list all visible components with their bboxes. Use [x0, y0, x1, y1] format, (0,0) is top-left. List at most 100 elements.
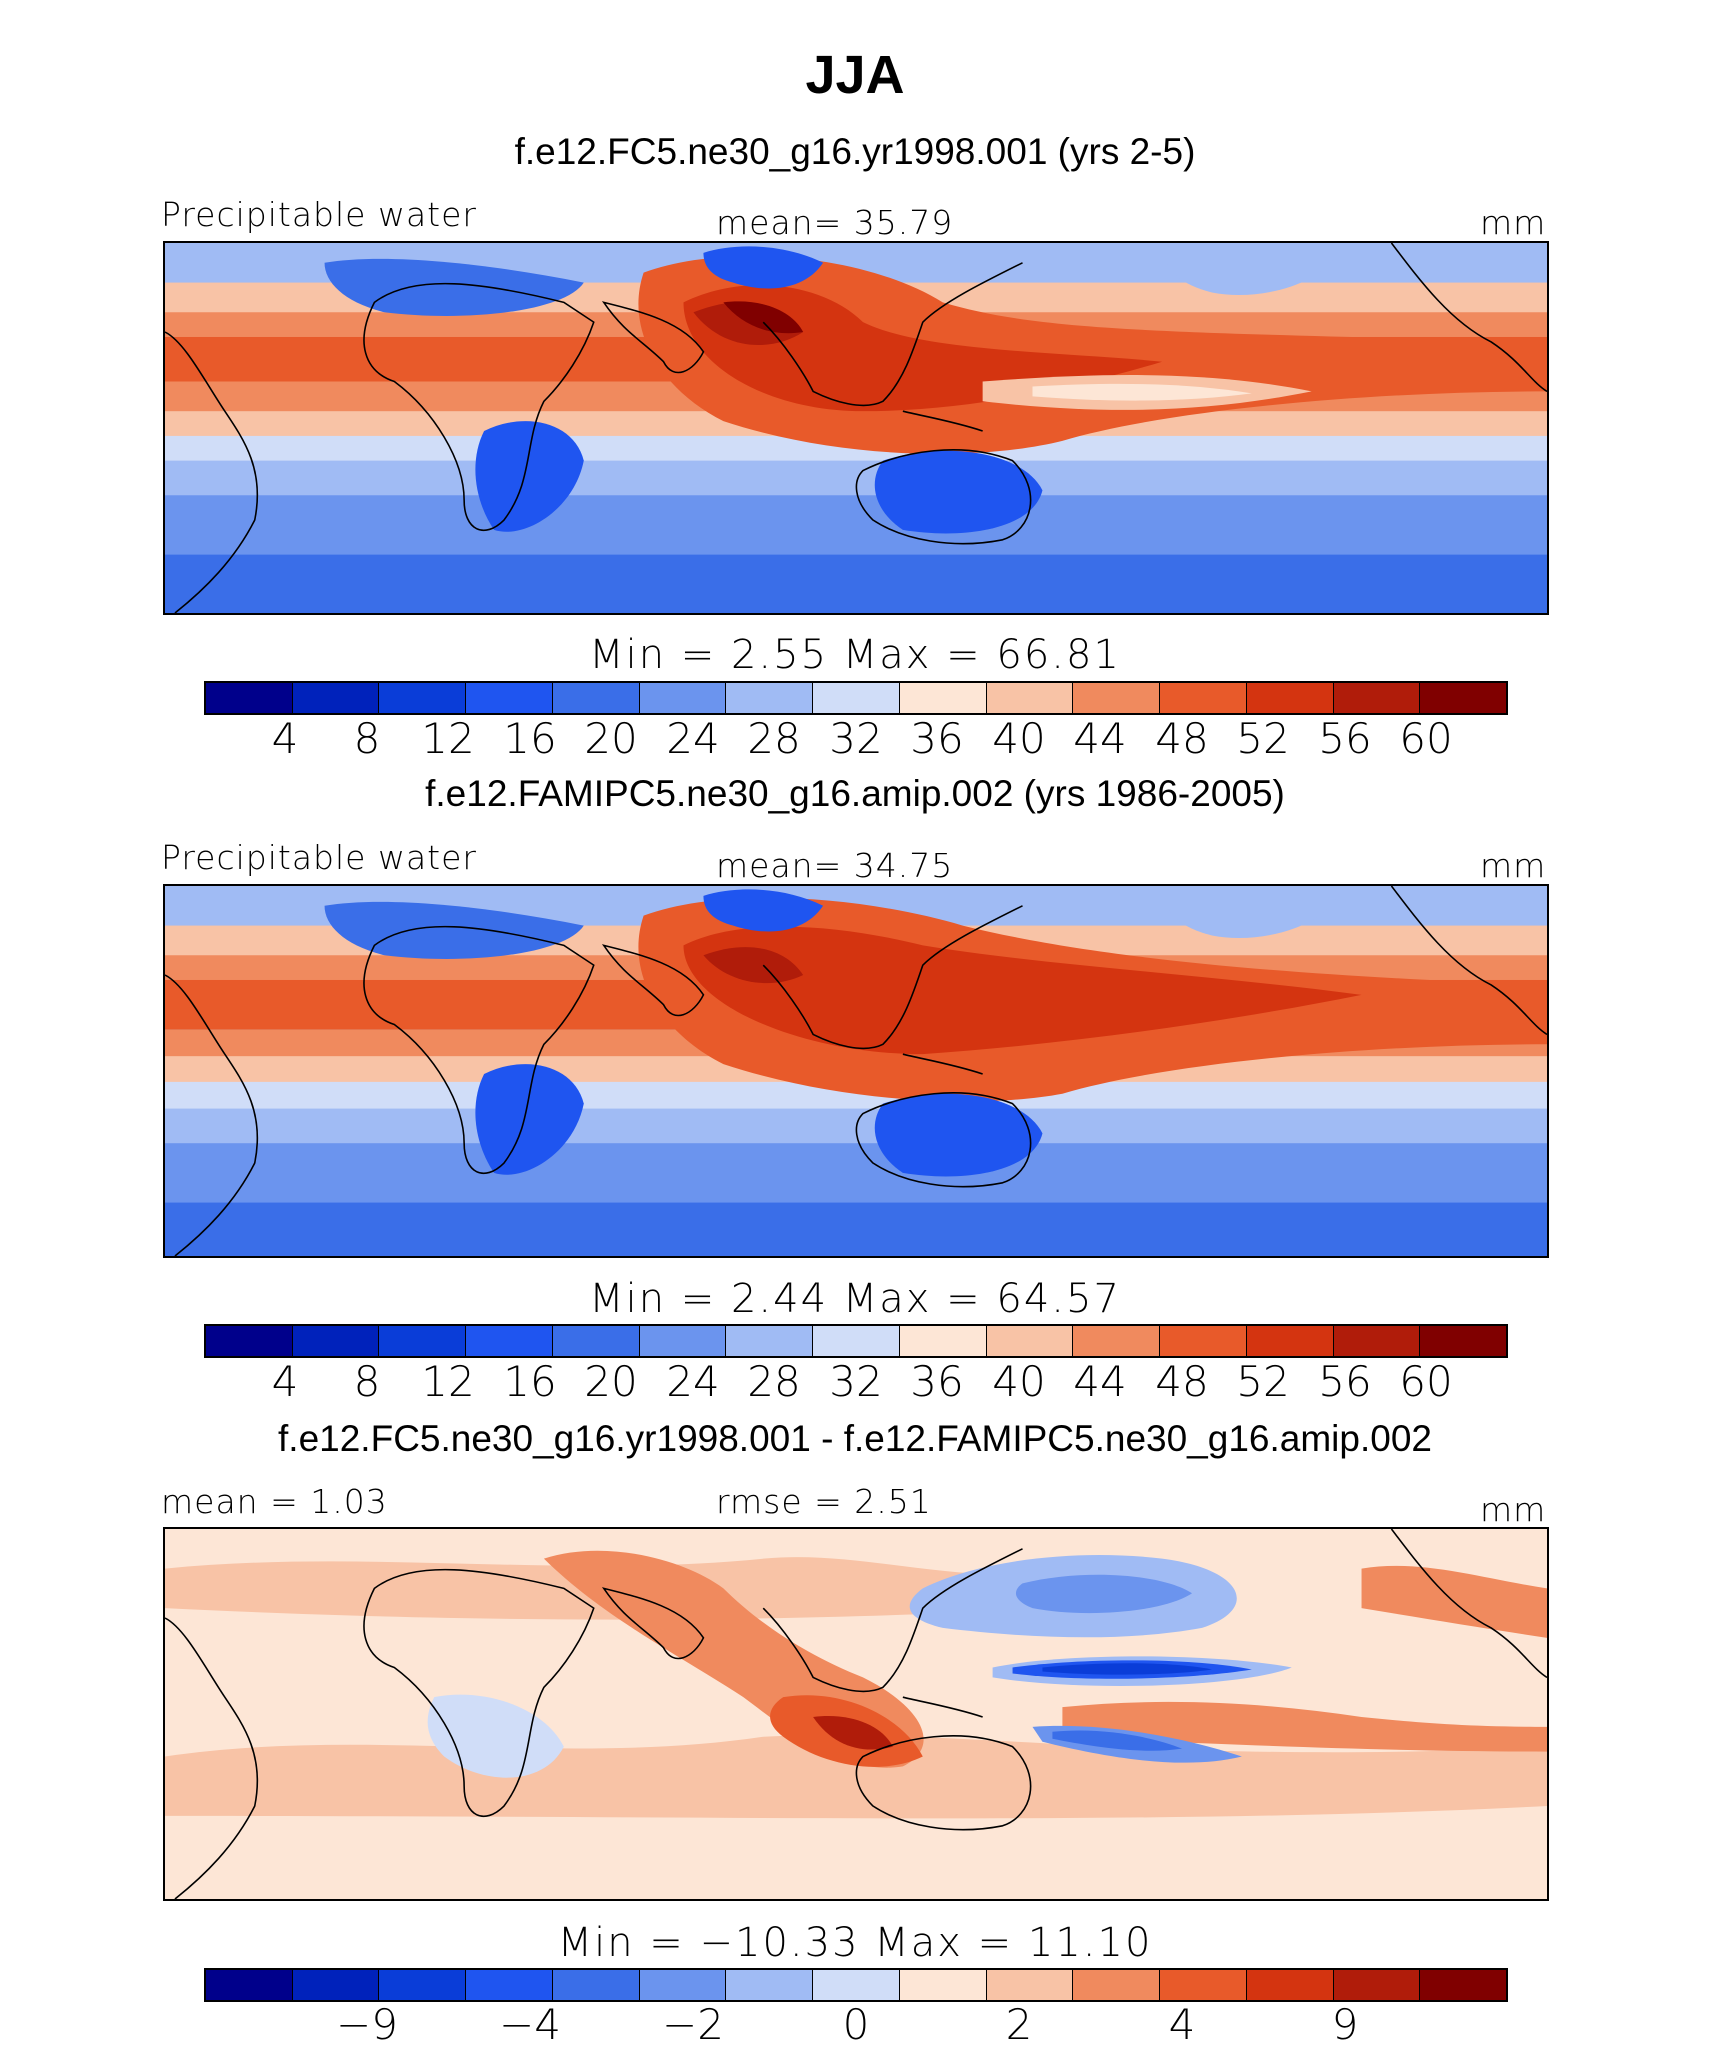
colorbar-cell: [1333, 1970, 1421, 2000]
colorbar-cell: [206, 683, 293, 713]
colorbar-cell: [552, 1326, 640, 1356]
panel-2-units: mm: [1480, 846, 1547, 885]
colorbar-cell: [899, 1326, 987, 1356]
page-title: JJA: [805, 45, 905, 105]
panel-3-colorbar: [204, 1968, 1508, 2002]
colorbar-tick-label: 36: [910, 714, 964, 763]
colorbar-tick-label: 32: [829, 1357, 883, 1406]
colorbar-cell: [1073, 1326, 1161, 1356]
colorbar-cell: [206, 1326, 293, 1356]
colorbar-cell: [899, 683, 987, 713]
colorbar-cell: [1246, 683, 1334, 713]
colorbar-cell: [466, 683, 553, 713]
colorbar-cell: [726, 1326, 814, 1356]
colorbar-cell: [1420, 1970, 1507, 2000]
colorbar-cell: [639, 1326, 727, 1356]
colorbar-cell: [1420, 1326, 1507, 1356]
colorbar-cell: [986, 1326, 1074, 1356]
panel-2-map: [163, 884, 1549, 1258]
colorbar-tick-label: −4: [499, 2000, 561, 2049]
colorbar-tick-label: 12: [421, 714, 475, 763]
colorbar-tick-label: 24: [666, 714, 720, 763]
panel-3-run-title: f.e12.FC5.ne30_g16.yr1998.001 - f.e12.FA…: [278, 1418, 1432, 1459]
panel-2-colorbar: [204, 1324, 1508, 1358]
colorbar-cell: [1160, 683, 1247, 713]
colorbar-cell: [1246, 1970, 1334, 2000]
colorbar-tick-label: 28: [747, 714, 801, 763]
colorbar-tick-label: 36: [910, 1357, 964, 1406]
colorbar-cell: [1246, 1326, 1334, 1356]
colorbar-cell: [292, 1970, 380, 2000]
colorbar-cell: [1333, 683, 1421, 713]
panel-3-rmse-label: rmse = 2.51: [716, 1482, 932, 1521]
colorbar-cell: [639, 683, 727, 713]
colorbar-cell: [986, 683, 1074, 713]
colorbar-tick-label: 60: [1399, 1357, 1453, 1406]
colorbar-tick-label: 32: [829, 714, 883, 763]
panel-3-map: [163, 1527, 1549, 1901]
colorbar-cell: [466, 1326, 553, 1356]
panel-2-mean-label: mean= 34.75: [716, 846, 954, 885]
colorbar-tick-label: 60: [1399, 714, 1453, 763]
colorbar-cell: [1333, 1326, 1421, 1356]
colorbar-cell: [1420, 683, 1507, 713]
panel-2-run-title: f.e12.FAMIPC5.ne30_g16.amip.002 (yrs 198…: [425, 773, 1285, 814]
colorbar-cell: [726, 1970, 814, 2000]
colorbar-tick-label: 40: [992, 714, 1046, 763]
colorbar-tick-label: 4: [1168, 2000, 1196, 2049]
colorbar-cell: [292, 683, 380, 713]
colorbar-tick-label: 48: [1155, 714, 1209, 763]
colorbar-tick-label: 56: [1318, 714, 1372, 763]
colorbar-tick-label: 40: [992, 1357, 1046, 1406]
colorbar-cell: [1073, 683, 1161, 713]
colorbar-cell: [813, 1970, 900, 2000]
colorbar-cell: [379, 1970, 467, 2000]
panel-1-variable-label: Precipitable water: [161, 195, 477, 234]
panel-1-units: mm: [1480, 203, 1547, 242]
colorbar-tick-label: 20: [584, 714, 638, 763]
colorbar-tick-label: 12: [421, 1357, 475, 1406]
panel-3-min-max: Min = −10.33 Max = 11.10: [557, 1920, 1153, 1966]
colorbar-tick-label: 52: [1236, 1357, 1290, 1406]
panel-1-mean-label: mean= 35.79: [716, 203, 954, 242]
colorbar-tick-label: 28: [747, 1357, 801, 1406]
colorbar-tick-label: 9: [1331, 2000, 1359, 2049]
colorbar-cell: [379, 683, 467, 713]
colorbar-tick-label: −2: [662, 2000, 724, 2049]
colorbar-tick-label: 20: [584, 1357, 638, 1406]
colorbar-tick-label: 2: [1005, 2000, 1033, 2049]
colorbar-cell: [813, 683, 900, 713]
colorbar-cell: [552, 1970, 640, 2000]
colorbar-tick-label: −9: [336, 2000, 398, 2049]
colorbar-cell: [292, 1326, 380, 1356]
colorbar-cell: [552, 683, 640, 713]
colorbar-cell: [639, 1970, 727, 2000]
colorbar-tick-label: 4: [271, 1357, 299, 1406]
colorbar-tick-label: 48: [1155, 1357, 1209, 1406]
colorbar-tick-label: 8: [353, 1357, 381, 1406]
colorbar-tick-label: 44: [1073, 1357, 1127, 1406]
panel-1-colorbar: [204, 681, 1508, 715]
colorbar-cell: [899, 1970, 987, 2000]
panel-2-min-max: Min = 2.44 Max = 64.57: [589, 1276, 1121, 1322]
panel-1-min-max: Min = 2.55 Max = 66.81: [589, 632, 1121, 678]
colorbar-tick-label: 0: [842, 2000, 870, 2049]
colorbar-cell: [813, 1326, 900, 1356]
colorbar-cell: [1160, 1970, 1247, 2000]
colorbar-cell: [466, 1970, 553, 2000]
colorbar-tick-label: 4: [271, 714, 299, 763]
colorbar-cell: [1073, 1970, 1161, 2000]
colorbar-tick-label: 56: [1318, 1357, 1372, 1406]
colorbar-tick-label: 52: [1236, 714, 1290, 763]
colorbar-tick-label: 8: [353, 714, 381, 763]
colorbar-cell: [726, 683, 814, 713]
panel-3-units: mm: [1480, 1490, 1547, 1529]
colorbar-tick-label: 24: [666, 1357, 720, 1406]
colorbar-tick-label: 16: [503, 1357, 557, 1406]
colorbar-cell: [379, 1326, 467, 1356]
colorbar-cell: [206, 1970, 293, 2000]
colorbar-cell: [1160, 1326, 1247, 1356]
colorbar-tick-label: 16: [503, 714, 557, 763]
panel-1-map: [163, 241, 1549, 615]
panel-2-variable-label: Precipitable water: [161, 838, 477, 877]
